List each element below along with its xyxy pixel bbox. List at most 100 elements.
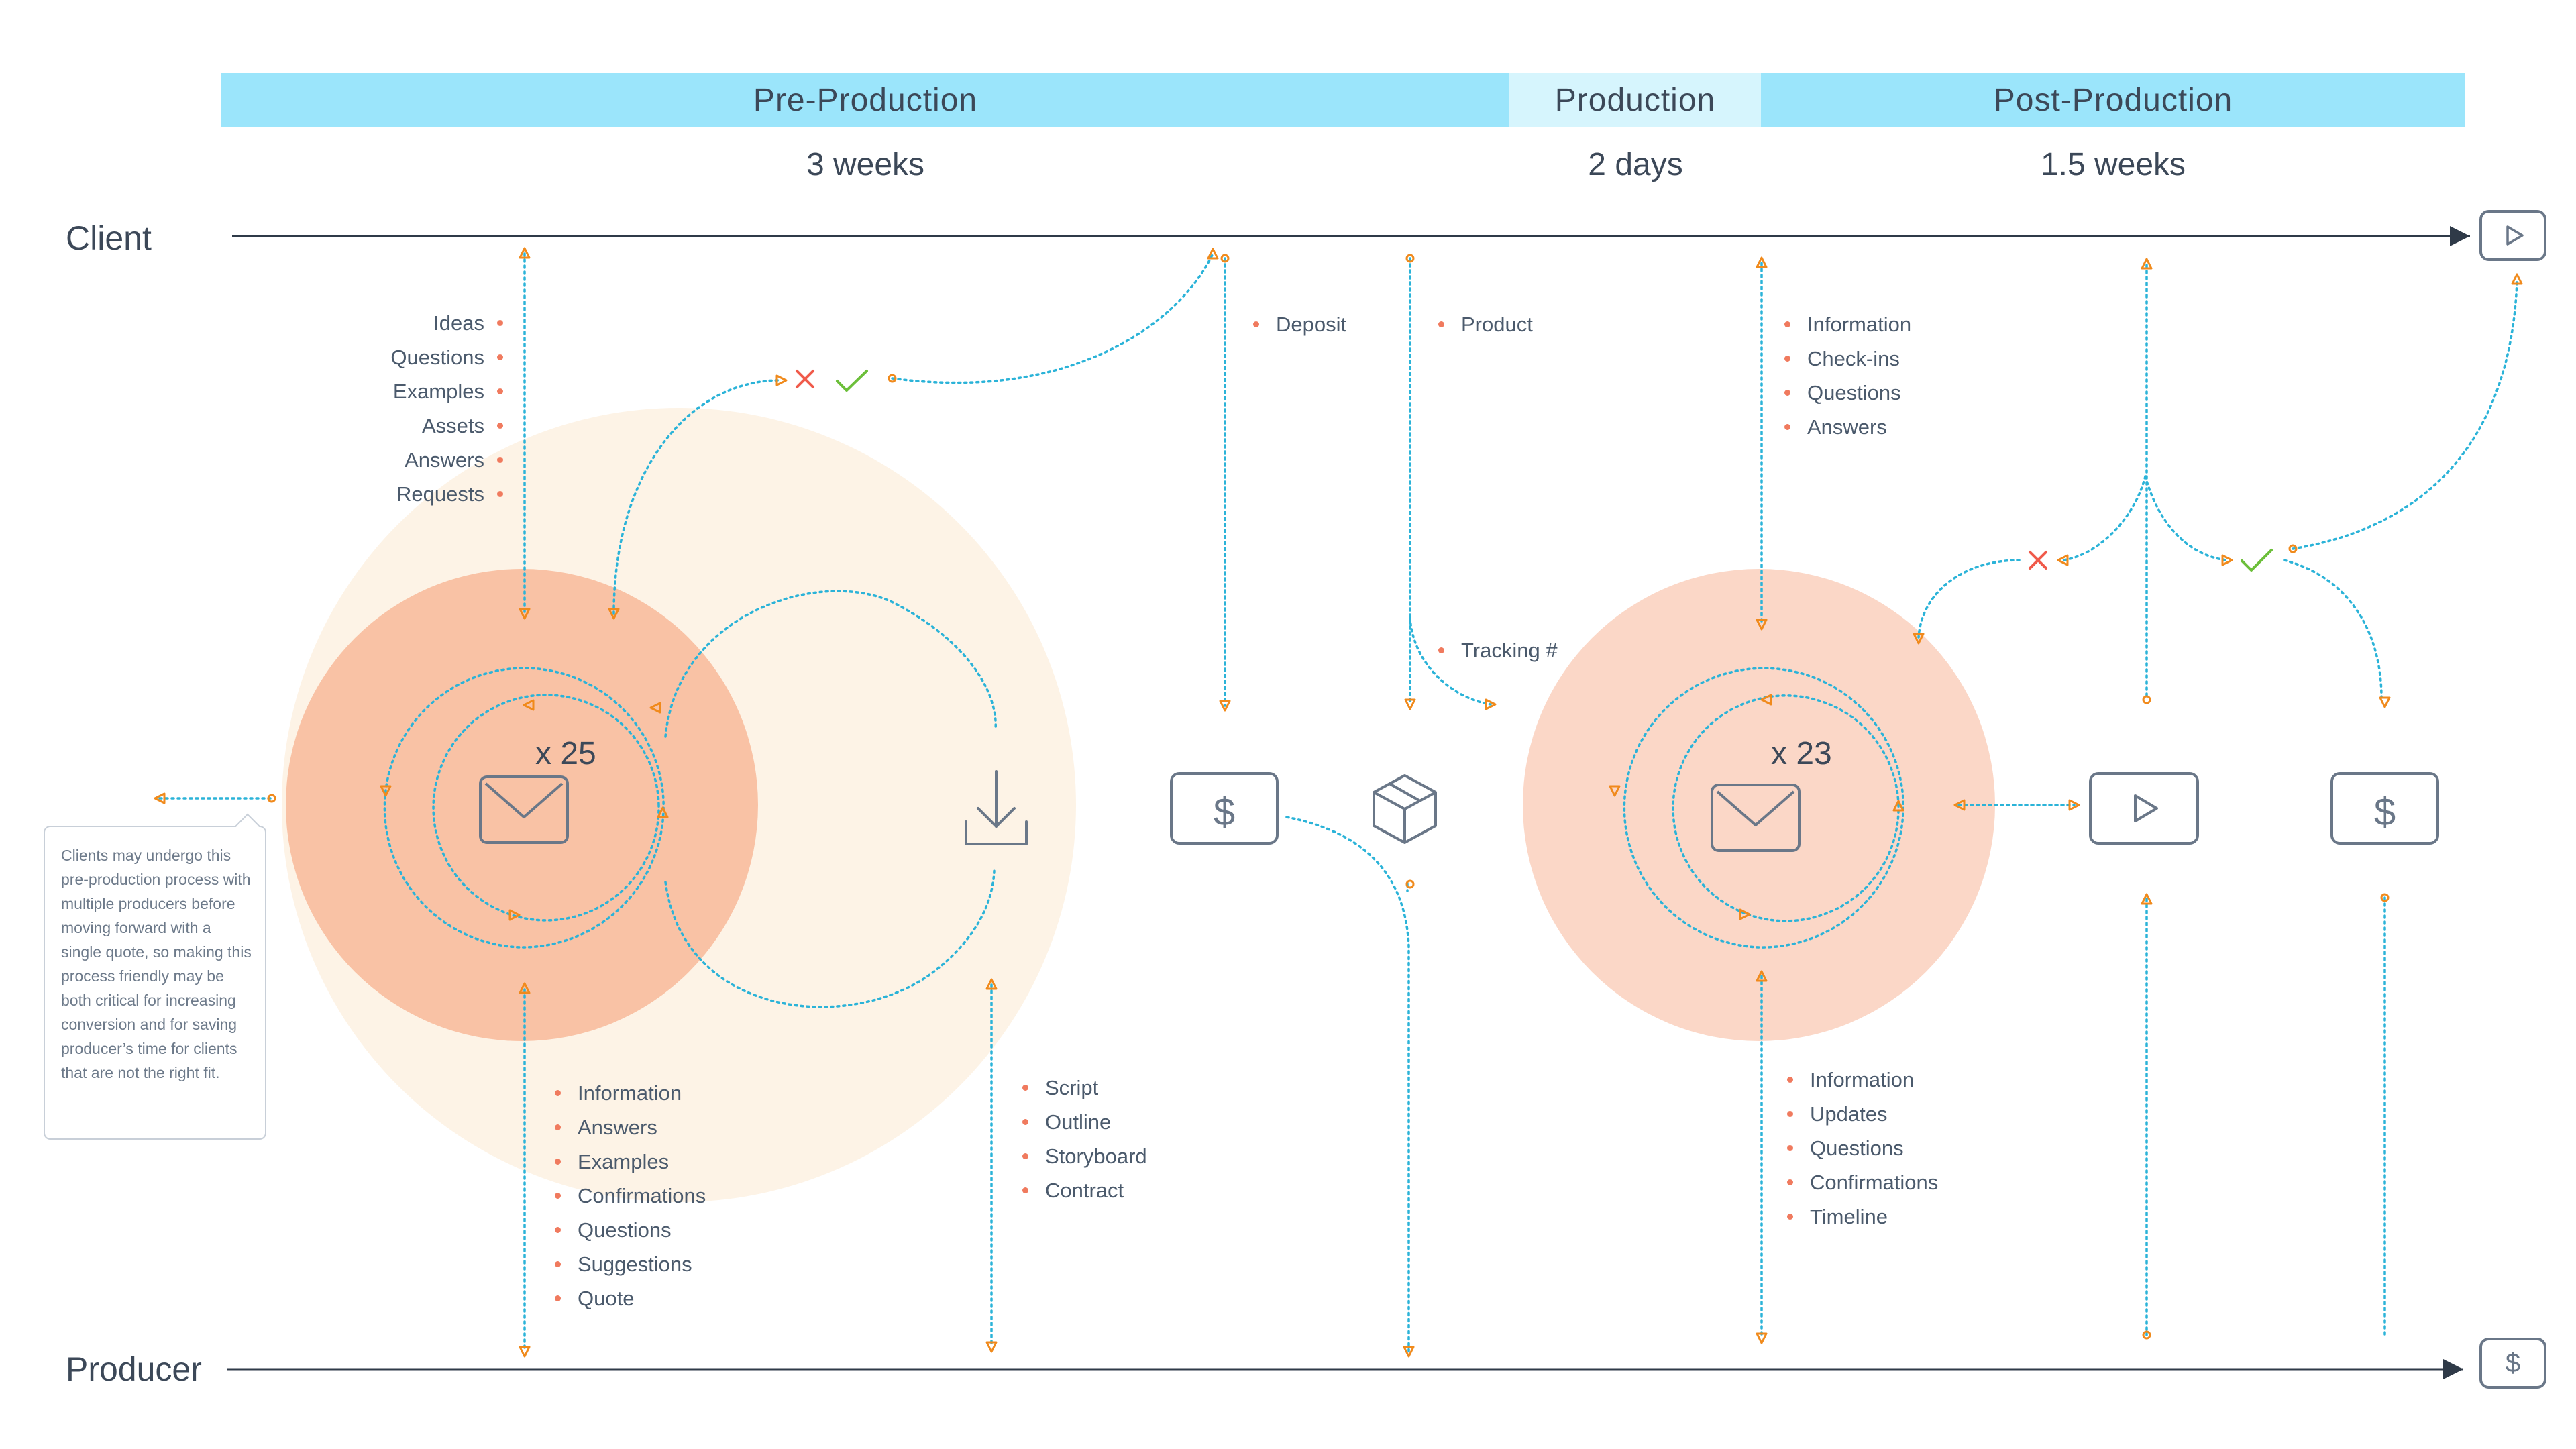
duration-pre-production: 3 weeks bbox=[806, 147, 925, 182]
arrowhead bbox=[1404, 698, 1416, 710]
arrowhead bbox=[1756, 970, 1768, 982]
arrowhead bbox=[1953, 799, 1966, 811]
client-lane-label: Client bbox=[66, 219, 152, 257]
dollar-icon: $ bbox=[1170, 772, 1279, 845]
svg-text:$: $ bbox=[2506, 1348, 2520, 1378]
list-item: Check-ins bbox=[1784, 341, 1911, 376]
list-item: Storyboard bbox=[1022, 1139, 1147, 1173]
list-item: Questions bbox=[390, 340, 503, 374]
connector-decision-to-client bbox=[891, 252, 1214, 384]
client-inputs-list: Ideas Questions Examples Assets Answers … bbox=[390, 306, 503, 511]
post-approve-to-client bbox=[2292, 279, 2518, 550]
arrowhead bbox=[985, 1341, 998, 1353]
connector-dollar-to-producer bbox=[1285, 816, 1410, 1353]
package-icon bbox=[1373, 774, 1437, 844]
endpoint bbox=[1220, 254, 1230, 263]
arrowhead bbox=[1485, 698, 1497, 710]
arrowhead bbox=[2141, 258, 2153, 270]
list-item: Examples bbox=[390, 374, 503, 409]
play-icon[interactable] bbox=[2479, 210, 2546, 261]
arrowhead bbox=[2057, 554, 2069, 566]
list-item: Information bbox=[555, 1076, 706, 1110]
arrowhead bbox=[1403, 1346, 1415, 1358]
loop-to-download-bottom bbox=[664, 869, 996, 1008]
list-item: Deposit bbox=[1253, 307, 1346, 341]
play-icon[interactable] bbox=[2089, 772, 2199, 845]
endpoint bbox=[2288, 544, 2298, 553]
endpoint bbox=[267, 794, 276, 803]
arrowhead bbox=[775, 374, 788, 386]
arrowhead bbox=[2221, 554, 2233, 566]
list-item: Information bbox=[1784, 307, 1911, 341]
list-item: Ideas bbox=[390, 306, 503, 340]
arrowhead bbox=[154, 792, 166, 804]
arrowhead bbox=[1913, 633, 1925, 645]
duration-post-production: 1.5 weeks bbox=[2040, 147, 2186, 182]
endpoint bbox=[2142, 695, 2151, 704]
list-item: Requests bbox=[390, 477, 503, 511]
post-client-list: Information Check-ins Questions Answers bbox=[1784, 307, 1911, 444]
phase-pre-production: Pre-Production bbox=[221, 73, 1509, 127]
arrowhead bbox=[2068, 799, 2080, 811]
arrowhead bbox=[519, 1346, 531, 1358]
pre-production-inner-circle bbox=[286, 569, 758, 1041]
post-message-count: x 23 bbox=[1771, 736, 1832, 771]
product-list: Product bbox=[1438, 307, 1533, 341]
mail-icon bbox=[1711, 784, 1801, 852]
arrowhead bbox=[523, 699, 535, 711]
mail-icon bbox=[479, 775, 569, 844]
arrowhead bbox=[1756, 619, 1768, 631]
list-item: Contract bbox=[1022, 1173, 1147, 1208]
dollar-icon[interactable]: $ bbox=[2479, 1338, 2546, 1389]
connector-to-decision bbox=[612, 379, 783, 615]
post-reject-to-circle bbox=[1917, 559, 2021, 639]
arrowhead bbox=[1756, 1332, 1768, 1344]
approve-check-icon bbox=[2241, 549, 2273, 572]
post-producer-list: Information Updates Questions Confirmati… bbox=[1787, 1063, 1938, 1234]
list-item: Tracking # bbox=[1438, 633, 1558, 667]
endpoint bbox=[2380, 893, 2390, 902]
list-item: Updates bbox=[1787, 1097, 1938, 1131]
phase-post-production: Post-Production bbox=[1761, 73, 2465, 127]
pre-message-count: x 25 bbox=[535, 736, 596, 771]
post-approve-to-dollar bbox=[2283, 559, 2383, 699]
pre-production-note: Clients may undergo this pre-production … bbox=[44, 826, 266, 1140]
dollar-icon: $ bbox=[2330, 772, 2439, 845]
duration-production: 2 days bbox=[1588, 147, 1683, 182]
deliverables-list: Script Outline Storyboard Contract bbox=[1022, 1071, 1147, 1208]
list-item: Script bbox=[1022, 1071, 1147, 1105]
arrowhead bbox=[519, 608, 531, 620]
arrowhead bbox=[1892, 800, 1904, 812]
tracking-list: Tracking # bbox=[1438, 633, 1558, 667]
approve-check-icon bbox=[836, 370, 868, 392]
post-branch-approve bbox=[2144, 475, 2229, 561]
phase-production: Production bbox=[1509, 73, 1761, 127]
list-item: Assets bbox=[390, 409, 503, 443]
svg-text:$: $ bbox=[2374, 790, 2396, 834]
list-item: Answers bbox=[555, 1110, 706, 1144]
post-production-circle bbox=[1523, 569, 1995, 1041]
list-item: Timeline bbox=[1787, 1199, 1938, 1234]
arrowhead bbox=[380, 785, 392, 797]
list-item: Information bbox=[1787, 1063, 1938, 1097]
arrowhead bbox=[2141, 893, 2153, 905]
arrowhead bbox=[508, 909, 521, 921]
svg-text:$: $ bbox=[1214, 790, 1235, 834]
list-item: Questions bbox=[555, 1213, 706, 1247]
arrowhead bbox=[1756, 256, 1768, 268]
list-item: Quote bbox=[555, 1281, 706, 1316]
message-loop-inner bbox=[432, 694, 660, 922]
arrowhead bbox=[519, 247, 531, 259]
reject-x-icon bbox=[796, 370, 814, 388]
producer-outputs-list: Information Answers Examples Confirmatio… bbox=[555, 1076, 706, 1316]
producer-lane-label: Producer bbox=[66, 1350, 202, 1388]
loop-to-download-top bbox=[664, 590, 997, 738]
message-loop-outer bbox=[383, 667, 665, 949]
list-item: Examples bbox=[555, 1144, 706, 1179]
arrowhead bbox=[985, 978, 998, 990]
arrowhead bbox=[519, 982, 531, 994]
endpoint bbox=[2142, 1330, 2151, 1340]
arrowhead bbox=[608, 608, 620, 620]
